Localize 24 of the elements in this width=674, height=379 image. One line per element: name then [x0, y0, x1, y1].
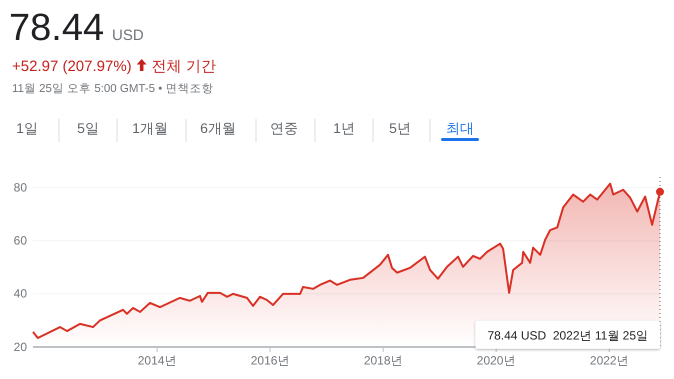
- x-tick-label: 2022년: [590, 354, 629, 368]
- y-tick-label: 40: [14, 286, 28, 301]
- annotation: 78.44 USD 2022년 11월 25일: [487, 328, 648, 342]
- text: 연중: [270, 120, 298, 136]
- x-tick-label: 2020년: [476, 354, 516, 368]
- text: 최대: [446, 120, 474, 136]
- x-tick-label: 2014년: [138, 354, 176, 368]
- x-tick-label: 2016년: [250, 354, 290, 368]
- text: 전체 기간: [152, 58, 216, 75]
- text: +52.97 (207.97%): [12, 58, 132, 75]
- x-tick-label: 2018년: [364, 354, 403, 368]
- tooltip: 78.44 USD 2022년 11월 25일: [475, 320, 660, 349]
- y-tick-label: 80: [14, 180, 28, 194]
- text: USD: [112, 27, 144, 44]
- y-tick-label: 20: [14, 340, 28, 354]
- text: 11월 25일 오후 5:00 GMT-5 • 면책조항: [12, 83, 214, 95]
- text: 1개월: [132, 120, 168, 136]
- chart-title: 78.44: [9, 7, 104, 49]
- y-tick-label: 60: [14, 234, 28, 248]
- text: 1년: [333, 120, 355, 136]
- text: 6개월: [200, 120, 236, 136]
- text: 1일: [16, 120, 38, 136]
- text: 5년: [389, 120, 411, 136]
- text: 5일: [77, 120, 99, 136]
